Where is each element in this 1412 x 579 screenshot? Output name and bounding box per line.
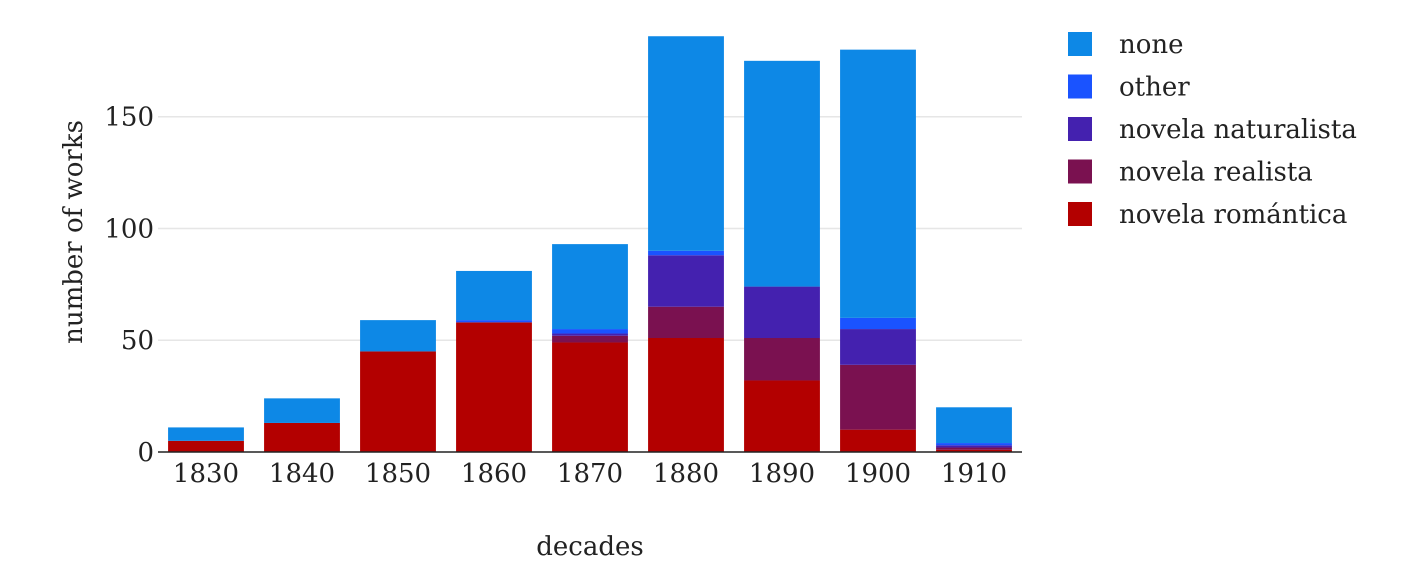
bar-segment bbox=[936, 443, 1012, 446]
y-tick-label: 0 bbox=[137, 438, 154, 468]
bar-segment bbox=[552, 333, 628, 336]
bar-segment bbox=[840, 317, 916, 330]
bar-segment bbox=[744, 60, 820, 287]
legend-swatch bbox=[1068, 159, 1092, 184]
bar-segment bbox=[840, 329, 916, 365]
x-tick-label: 1860 bbox=[461, 459, 527, 489]
legend-swatch bbox=[1068, 74, 1092, 99]
bar-segment bbox=[456, 320, 532, 323]
y-tick-label: 100 bbox=[104, 214, 154, 244]
bar-segment bbox=[648, 255, 724, 307]
bar-segment bbox=[648, 338, 724, 452]
x-tick-label: 1880 bbox=[653, 459, 719, 489]
bar-segment bbox=[840, 364, 916, 430]
bar-segment bbox=[936, 447, 1012, 450]
bar-segment bbox=[168, 440, 244, 452]
legend-swatch bbox=[1068, 32, 1092, 56]
x-tick-labels: 1830 1840 1850 1860 1870 1880 1890 1900 1910 bbox=[173, 459, 1007, 489]
x-tick-label: 1850 bbox=[365, 459, 431, 489]
legend-swatch bbox=[1068, 117, 1092, 141]
y-tick-label: 150 bbox=[104, 103, 154, 133]
bar-segment bbox=[552, 244, 628, 330]
bar-segment bbox=[936, 407, 1012, 444]
bar-segment bbox=[744, 286, 820, 338]
bar-segment bbox=[744, 338, 820, 381]
legend-label: novela romántica bbox=[1119, 200, 1347, 230]
legend: none other novela naturalista novela realis… bbox=[1068, 30, 1357, 230]
bar-segment bbox=[264, 422, 340, 452]
bar-segment bbox=[456, 322, 532, 452]
bar-segment bbox=[840, 49, 916, 318]
bar-segment bbox=[552, 335, 628, 343]
bar-segment bbox=[552, 329, 628, 334]
bar-segment bbox=[360, 351, 436, 452]
bar-segment bbox=[264, 398, 340, 423]
bar-segment bbox=[168, 427, 244, 441]
x-tick-label: 1910 bbox=[941, 459, 1007, 489]
legend-label: novela realista bbox=[1119, 158, 1313, 188]
bar-segment bbox=[744, 380, 820, 452]
legend-label: none bbox=[1119, 30, 1184, 60]
bar-segment bbox=[360, 320, 436, 352]
bar-segment bbox=[936, 449, 1012, 452]
x-tick-label: 1900 bbox=[845, 459, 911, 489]
legend-label: novela naturalista bbox=[1119, 115, 1357, 145]
bar-segment bbox=[840, 429, 916, 452]
y-tick-labels: 0 50 100 150 bbox=[104, 103, 154, 468]
legend-swatch bbox=[1068, 202, 1092, 226]
y-axis-title: number of works bbox=[59, 120, 89, 344]
bar-segment bbox=[648, 250, 724, 256]
bar-segment bbox=[456, 270, 532, 321]
bar-segment bbox=[648, 36, 724, 251]
x-tick-label: 1870 bbox=[557, 459, 623, 489]
bar-segment bbox=[648, 306, 724, 338]
x-axis-title: decades bbox=[536, 532, 643, 562]
legend-label: other bbox=[1119, 73, 1190, 103]
bars bbox=[168, 36, 1012, 452]
bar-segment bbox=[552, 342, 628, 452]
bar-segment bbox=[936, 445, 1012, 448]
x-tick-label: 1830 bbox=[173, 459, 239, 489]
y-tick-label: 50 bbox=[121, 326, 154, 356]
x-tick-label: 1840 bbox=[269, 459, 335, 489]
x-tick-label: 1890 bbox=[749, 459, 815, 489]
